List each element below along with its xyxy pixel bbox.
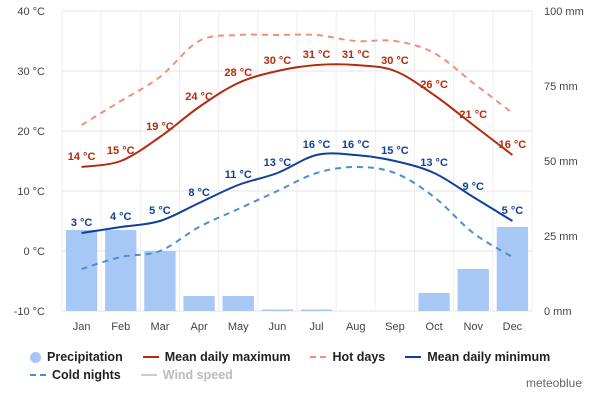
data-label: 5 °C [502,205,524,217]
precip-bar [418,293,450,311]
data-label: 24 °C [185,91,213,103]
grid-lines [61,10,533,312]
data-label: 11 °C [225,169,252,181]
legend-label: Precipitation [47,350,123,364]
y-right-tick-label: 50 mm [544,156,578,168]
legend-label: Cold nights [52,368,121,382]
x-tick-label: Jun [269,321,287,333]
legend-swatch-wind-speed [140,374,157,376]
legend: Precipitation Mean daily maximum Hot day… [30,348,590,384]
y-left-tick-label: -10 °C [14,306,45,318]
data-label: 8 °C [188,187,210,199]
x-tick-label: Dec [503,321,523,333]
legend-swatch-hot-days [310,356,327,358]
x-tick-label: Mar [150,321,169,333]
data-label: 4 °C [110,211,132,223]
legend-item-hot-days[interactable]: Hot days [310,350,385,364]
data-label: 28 °C [224,67,252,79]
x-tick-label: Jan [73,321,91,333]
data-label: 30 °C [381,55,409,67]
data-label: 9 °C [462,181,484,193]
data-label: 3 °C [71,217,93,229]
legend-label: Mean daily minimum [427,350,551,364]
x-tick-label: Oct [426,321,443,333]
precip-bar [261,309,294,311]
data-label: 31 °C [342,49,370,61]
data-label: 26 °C [420,79,448,91]
data-label: 19 °C [146,121,174,133]
precip-bar [144,251,176,311]
x-tick-label: Feb [111,321,130,333]
precip-bar [183,296,215,311]
precip-bar [105,230,137,311]
data-label: 15 °C [381,145,409,157]
y-left-tick-label: 40 °C [17,6,45,18]
y-left-tick-label: 10 °C [17,186,45,198]
climate-chart: -10 °C 0 °C 10 °C 20 °C 30 °C 40 °C 0 mm 25 mm 5… [14,6,584,333]
series-line-mean-daily-maximum [81,63,514,168]
data-label: 13 °C [420,157,448,169]
legend-item-precipitation[interactable]: Precipitation [30,350,123,364]
legend-label: Mean daily maximum [164,350,291,364]
precip-bar [222,296,254,311]
y-right-tick-label: 75 mm [544,81,578,93]
x-tick-label: Aug [346,321,366,333]
y-right-tick-label: 25 mm [544,231,578,243]
data-label: 15 °C [107,145,135,157]
legend-item-mean-daily-maximum[interactable]: Mean daily maximum [142,350,291,364]
data-label: 16 °C [342,139,370,151]
x-tick-label: Apr [191,321,208,333]
y-right-tick-label: 100 mm [544,6,584,18]
data-label: 16 °C [499,139,527,151]
data-labels: 14 °C 15 °C 19 °C 24 °C 28 °C 30 °C 31 °C 31 °C… [68,49,527,229]
y-right-tick-label: 0 mm [544,306,572,318]
data-label: 16 °C [303,139,331,151]
data-label: 14 °C [68,151,96,163]
legend-item-cold-nights[interactable]: Cold nights [30,368,121,382]
legend-swatch-mean-daily-minimum [405,356,422,358]
legend-label: Hot days [332,350,386,364]
data-label: 30 °C [264,55,292,67]
precipitation-bars [65,227,529,311]
axis-ticks: -10 °C 0 °C 10 °C 20 °C 30 °C 40 °C 0 mm 25 mm 5… [14,6,584,333]
legend-swatch-mean-daily-maximum [142,356,159,358]
y-left-tick-label: 30 °C [17,66,45,78]
x-tick-label: Nov [463,321,483,333]
precip-bar [496,227,529,311]
legend-item-wind-speed[interactable]: Wind speed [140,368,233,382]
precip-bar [300,309,333,311]
legend-item-mean-daily-minimum[interactable]: Mean daily minimum [405,350,550,364]
series-line-cold-nights [81,165,513,270]
legend-swatch-precipitation [30,351,41,363]
data-label: 13 °C [264,157,292,169]
brand-credit[interactable]: meteoblue [525,376,582,390]
legend-swatch-cold-nights [30,374,46,376]
x-tick-label: May [228,321,249,333]
y-left-tick-label: 0 °C [23,246,45,258]
data-label: 21 °C [459,109,487,121]
x-tick-label: Jul [310,321,324,333]
precip-bar [65,230,98,311]
data-label: 31 °C [303,49,331,61]
precip-bar [457,269,489,311]
series-line-hot-days [81,33,514,126]
data-label: 5 °C [149,205,171,217]
series-line-mean-daily-minimum [81,152,513,234]
legend-label: Wind speed [162,368,233,382]
series-lines [81,33,514,270]
x-tick-label: Sep [385,321,405,333]
y-left-tick-label: 20 °C [17,126,45,138]
